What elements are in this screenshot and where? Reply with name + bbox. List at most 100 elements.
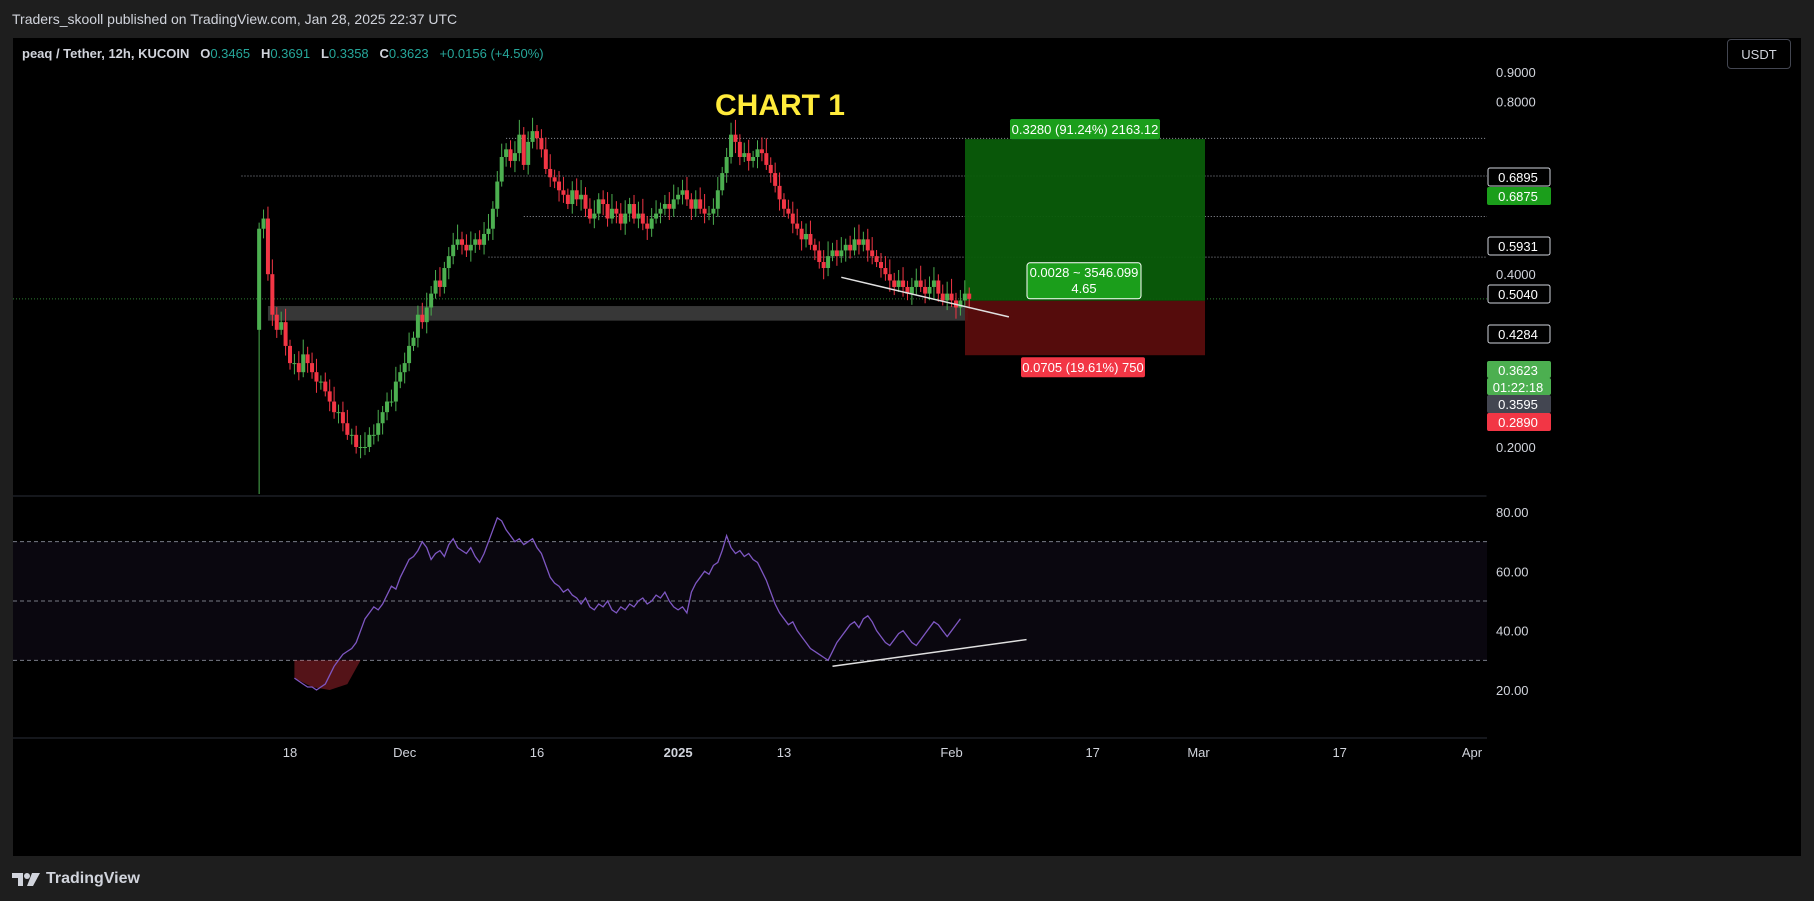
candle-body (424, 307, 429, 323)
high-label: H (260, 46, 271, 61)
chart-container[interactable]: CHART 1 0.3280 (91.24%) 2163.12 0.0705 (19… (13, 38, 1801, 856)
candle-body (874, 256, 879, 263)
candle-body (654, 213, 659, 219)
price-tick-label: 0.8000 (1496, 94, 1536, 109)
candle-body (389, 401, 394, 403)
price-tick-label: 0.2000 (1496, 440, 1536, 455)
candle-body (742, 153, 747, 158)
candle-body (530, 131, 535, 142)
change-value: +0.0156 (+4.50%) (439, 46, 544, 61)
candle-body (486, 228, 491, 234)
candle-body (279, 322, 284, 330)
candle-body (962, 293, 967, 301)
candle-body (411, 337, 416, 346)
target-label: 0.3280 (91.24%) 2163.12 (1012, 122, 1159, 137)
candle-body (314, 372, 319, 382)
candle-body (936, 280, 941, 294)
rsi-tick-label: 60.00 (1496, 564, 1529, 579)
candle-body (905, 286, 910, 294)
candle-body (667, 204, 672, 209)
candle-body (662, 204, 667, 209)
candle-body (901, 280, 906, 287)
candle-body (839, 250, 844, 257)
price-axis-label: 0.6875 (1498, 189, 1538, 204)
candle-body (358, 447, 363, 448)
candle-body (618, 213, 623, 224)
candle-body (702, 208, 707, 214)
candle-body (759, 149, 764, 154)
candle-body (883, 268, 888, 275)
symbol-name[interactable]: peaq / Tether, 12h, KUCOIN (22, 46, 190, 61)
low-label: L (320, 46, 329, 61)
candle-body (764, 153, 769, 165)
price-axis-label: 0.4284 (1498, 327, 1538, 342)
candle-body (865, 239, 870, 251)
candle-body (596, 199, 601, 214)
candle-body (521, 134, 526, 165)
candle-body (274, 314, 279, 330)
candle-body (671, 199, 676, 209)
time-tick-label: Feb (940, 745, 962, 760)
candle-body (292, 363, 297, 365)
candle-body (332, 401, 337, 413)
candle-body (464, 244, 469, 251)
candle-body (587, 208, 592, 219)
candle-body (420, 314, 425, 323)
candle-body (711, 208, 716, 214)
candle-body (790, 213, 795, 224)
time-tick-label: Apr (1462, 745, 1483, 760)
candle-body (605, 204, 610, 219)
tradingview-logo-icon (12, 873, 40, 886)
price-tick-label: 0.4000 (1496, 267, 1536, 282)
candle-body (508, 149, 513, 161)
close-value: 0.3623 (388, 46, 429, 61)
footer (0, 856, 1814, 901)
candle-body (856, 239, 861, 245)
candle-body (892, 280, 897, 287)
candle-body (658, 208, 663, 214)
chart-canvas[interactable]: CHART 1 0.3280 (91.24%) 2163.12 0.0705 (19… (13, 38, 1801, 856)
time-tick-label: 17 (1085, 745, 1099, 760)
currency-button[interactable]: USDT (1727, 39, 1791, 69)
candle-body (367, 434, 372, 447)
rsi-tick-label: 80.00 (1496, 505, 1529, 520)
candle-body (534, 131, 539, 139)
candle-body (649, 218, 654, 229)
candle-body (826, 256, 831, 269)
candle-body (460, 239, 465, 245)
candle-body (786, 208, 791, 214)
price-tick-label: 0.9000 (1496, 65, 1536, 80)
time-tick-label: Dec (393, 745, 417, 760)
candle-body (609, 208, 614, 219)
candle-body (715, 190, 720, 209)
tradingview-logo[interactable]: TradingView (12, 869, 140, 889)
candle-body (755, 149, 760, 158)
candle-body (437, 280, 442, 287)
candle-body (296, 363, 301, 373)
time-tick-label: 16 (530, 745, 544, 760)
candle-body (490, 208, 495, 229)
candle-body (927, 286, 932, 294)
price-axis-label: 0.5040 (1498, 287, 1538, 302)
candle-body (270, 274, 275, 315)
candle-body (362, 447, 367, 448)
candle-body (543, 149, 548, 169)
candle-body (848, 244, 853, 251)
close-label: C (379, 46, 389, 61)
candle-body (945, 293, 950, 301)
candle-body (830, 250, 835, 257)
position-center-label-bg (1026, 262, 1142, 300)
candle-body (923, 286, 928, 294)
candle-body (376, 423, 381, 435)
candle-body (645, 223, 650, 229)
stop-label: 0.0705 (19.61%) 750 (1022, 360, 1143, 375)
candle-body (676, 194, 681, 200)
price-axis-label-bg (1487, 395, 1551, 413)
candle-body (601, 199, 606, 205)
candle-body (640, 213, 645, 224)
time-tick-label: 2025 (664, 745, 693, 760)
candle-body (808, 233, 813, 245)
candle-body (795, 223, 800, 229)
price-axis-label-bg (1487, 236, 1551, 256)
candle-body (301, 354, 306, 373)
